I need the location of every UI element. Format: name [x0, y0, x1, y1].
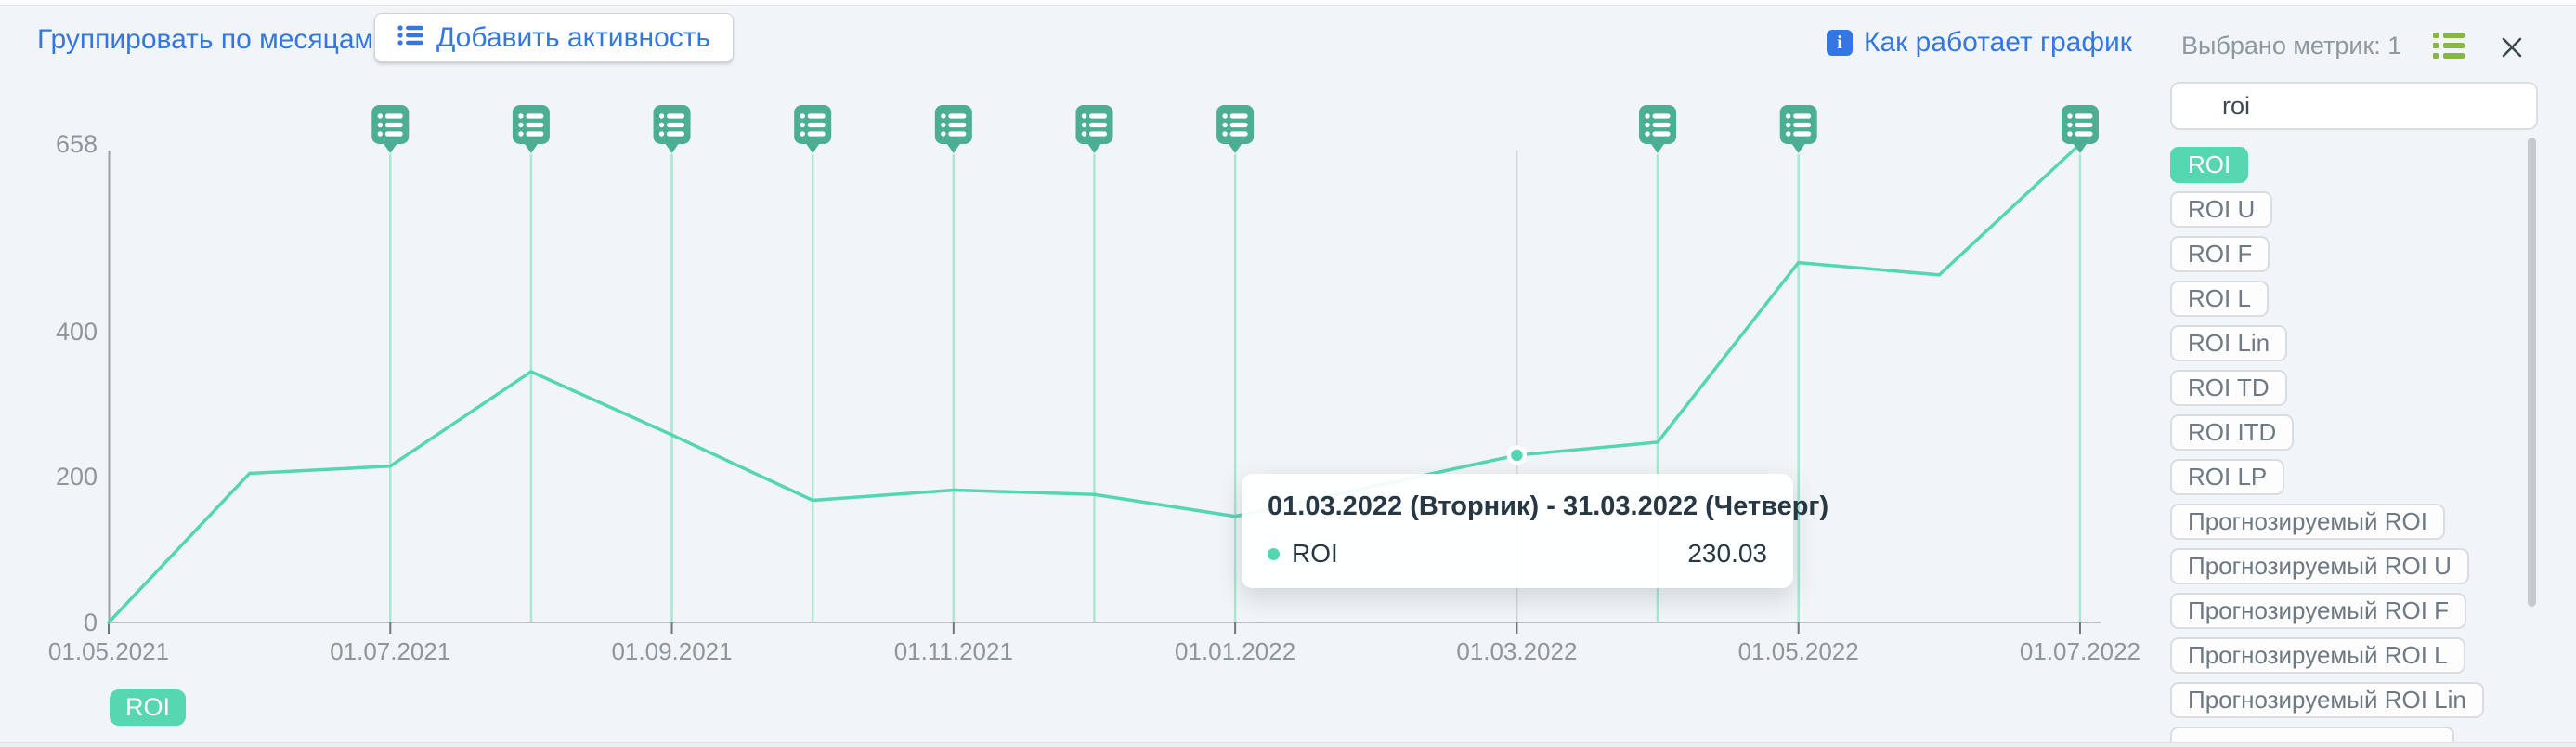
top-edge-divider: [0, 0, 2576, 6]
y-axis-label: 658: [55, 130, 98, 158]
metric-pill-roi-itd[interactable]: ROI ITD: [2170, 414, 2295, 451]
x-axis-label: 01.05.2022: [1737, 637, 1859, 665]
x-axis-label: 01.07.2022: [2019, 637, 2141, 665]
activity-marker[interactable]: [1075, 105, 1113, 153]
close-icon[interactable]: [2500, 35, 2524, 64]
y-axis-label: 200: [55, 463, 98, 491]
list-icon: [397, 22, 423, 54]
x-axis-label: 01.09.2021: [611, 637, 733, 665]
how-it-works-link[interactable]: i Как работает график: [1827, 27, 2132, 59]
activity-marker[interactable]: [934, 105, 972, 153]
x-axis-label: 01.01.2022: [1175, 637, 1296, 665]
series-color-dot: [1268, 547, 1280, 560]
group-by-dropdown[interactable]: Группировать по месяцам: [37, 24, 405, 56]
x-axis-label: 01.03.2022: [1456, 637, 1578, 665]
x-axis-label: 01.07.2021: [330, 637, 451, 665]
tooltip-series-name: ROI: [1292, 539, 1338, 568]
tooltip-series-row: ROI 230.03: [1268, 539, 1767, 569]
activity-marker[interactable]: [2061, 105, 2099, 153]
activity-marker[interactable]: [371, 105, 410, 153]
metric-pill-roi-td[interactable]: ROI TD: [2170, 370, 2287, 406]
metric-pill-прогнозируемый-roi-l[interactable]: Прогнозируемый ROI L: [2170, 637, 2465, 674]
metric-pill-cut-off[interactable]: [2170, 727, 2454, 747]
activity-marker[interactable]: [653, 105, 691, 153]
x-axis-label: 01.05.2021: [47, 637, 170, 665]
metric-pill-roi-lin[interactable]: ROI Lin: [2170, 325, 2288, 361]
y-axis-label: 400: [55, 317, 98, 346]
activity-marker[interactable]: [1639, 105, 1677, 153]
metric-search-input[interactable]: [2170, 82, 2538, 130]
metric-pill-roi[interactable]: ROI: [2170, 147, 2249, 183]
activity-marker[interactable]: [512, 105, 550, 153]
legend-roi-badge[interactable]: ROI: [110, 689, 187, 726]
tooltip-date-range: 01.03.2022 (Вторник) - 31.03.2022 (Четве…: [1268, 491, 1829, 521]
add-activity-button[interactable]: Добавить активность: [374, 13, 735, 62]
info-icon: i: [1827, 30, 1853, 56]
metric-pill-list: ROI ROI U ROI F ROI L ROI Lin ROI TD ROI ITD RO…: [2170, 147, 2484, 747]
metric-pill-прогнозируемый-roi[interactable]: Прогнозируемый ROI: [2170, 504, 2445, 540]
metric-pill-прогнозируемый-roi-u[interactable]: Прогнозируемый ROI U: [2170, 548, 2469, 584]
sidebar-scrollbar[interactable]: [2528, 138, 2536, 607]
metrics-list-icon[interactable]: [2433, 33, 2465, 64]
group-by-label: Группировать по месяцам: [37, 24, 374, 55]
x-axis-label: 01.11.2021: [893, 637, 1013, 665]
metric-pill-roi-l[interactable]: ROI L: [2170, 281, 2269, 317]
metric-pill-roi-f[interactable]: ROI F: [2170, 236, 2270, 272]
how-it-works-label: Как работает график: [1864, 27, 2132, 58]
hovered-data-point[interactable]: [1506, 445, 1528, 465]
chart-tooltip: 01.03.2022 (Вторник) - 31.03.2022 (Четве…: [1242, 474, 1829, 588]
bottom-edge-divider: [0, 742, 2576, 747]
activity-marker[interactable]: [1779, 105, 1817, 153]
activity-marker[interactable]: [1216, 105, 1255, 153]
y-axis-label: 0: [83, 609, 98, 636]
selected-metrics-counter: Выбрано метрик: 1: [2181, 32, 2402, 59]
tooltip-series-value: 230.03: [1687, 539, 1767, 568]
add-activity-label: Добавить активность: [436, 21, 711, 53]
metric-pill-roi-u[interactable]: ROI U: [2170, 191, 2273, 228]
metric-pill-прогнозируемый-roi-lin[interactable]: Прогнозируемый ROI Lin: [2170, 682, 2484, 718]
metric-pill-roi-lp[interactable]: ROI LP: [2170, 459, 2285, 495]
activity-marker[interactable]: [794, 105, 832, 153]
metric-pill-прогнозируемый-roi-f[interactable]: Прогнозируемый ROI F: [2170, 593, 2467, 629]
